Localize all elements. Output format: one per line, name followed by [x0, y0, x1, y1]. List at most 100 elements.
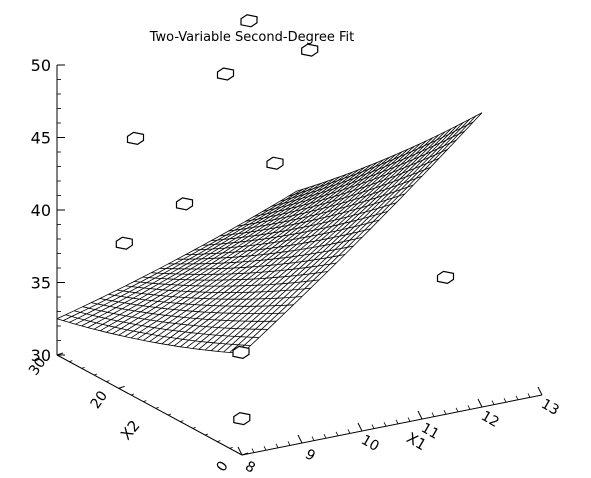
data-point — [115, 236, 133, 250]
mesh-line-x1 — [65, 314, 251, 346]
data-point — [301, 43, 319, 57]
data-point-marker — [126, 131, 145, 146]
mesh-line-x1 — [254, 157, 440, 217]
mesh-line-x1 — [194, 219, 380, 251]
mesh-line-x1 — [142, 271, 328, 281]
surface-mesh — [56, 112, 483, 354]
x1-tick-mark — [477, 398, 483, 408]
z-tick-label: 50 — [31, 56, 51, 75]
mesh-line-x1 — [108, 293, 294, 307]
mesh-line-x1 — [177, 237, 363, 260]
mesh-line-x1 — [159, 254, 345, 270]
data-point — [232, 345, 250, 360]
x1-tick-mark — [297, 434, 303, 444]
mesh-line-x1 — [271, 139, 457, 207]
data-point — [216, 67, 235, 81]
x2-tick-label: 20 — [88, 388, 111, 412]
mesh-line-x1 — [168, 245, 354, 265]
data-point-marker — [175, 197, 194, 211]
x1-minor-tick — [347, 429, 351, 434]
x1-minor-tick — [371, 424, 375, 429]
data-point-marker — [240, 14, 258, 28]
x2-minor-tick — [118, 386, 122, 389]
x2-minor-tick — [130, 393, 135, 396]
x1-axis-line — [241, 394, 543, 456]
data-point-marker — [266, 156, 284, 170]
x1-minor-tick — [395, 419, 399, 424]
mesh-line-x1 — [245, 166, 431, 222]
x1-minor-tick — [431, 412, 435, 417]
x1-minor-tick — [251, 448, 255, 453]
z-tick-label: 35 — [31, 274, 51, 293]
x2-minor-tick — [143, 400, 147, 403]
x1-minor-tick — [335, 431, 339, 436]
x1-minor-tick — [527, 393, 531, 398]
mesh-line-x1 — [91, 302, 277, 322]
x1-tick-label: 11 — [418, 420, 441, 443]
mesh-line-x1 — [74, 310, 260, 338]
mesh-line-x1 — [82, 306, 268, 330]
x1-minor-tick — [455, 407, 459, 412]
x1-tick-label: 10 — [358, 432, 381, 455]
x1-minor-tick — [275, 443, 279, 448]
x1-tick-label: 8 — [242, 458, 258, 476]
x1-minor-tick — [287, 441, 291, 446]
x1-minor-tick — [491, 400, 495, 405]
mesh-line-x1 — [99, 298, 285, 314]
z-tick-label: 40 — [31, 201, 51, 220]
data-point-marker — [216, 67, 235, 81]
mesh-line-x1 — [134, 279, 320, 287]
mesh-line-x1 — [288, 121, 474, 197]
x2-minor-tick — [155, 406, 159, 409]
x1-minor-tick — [323, 434, 327, 439]
x2-minor-tick — [81, 366, 85, 369]
mesh-line-x2 — [130, 164, 372, 339]
data-point — [436, 270, 455, 285]
x2-minor-tick — [229, 446, 233, 449]
mesh-line-x1 — [279, 130, 466, 202]
x1-minor-tick — [263, 446, 267, 451]
data-point — [240, 14, 258, 28]
mesh-line-x1 — [219, 193, 406, 237]
x2-minor-tick — [192, 426, 196, 429]
x1-minor-tick — [467, 405, 471, 410]
x2-minor-tick — [180, 420, 184, 423]
x1-tick-mark — [237, 446, 243, 456]
z-tick-label: 45 — [31, 129, 51, 148]
x2-minor-tick — [217, 440, 221, 443]
x1-minor-tick — [443, 410, 447, 415]
x2-axis-label: X2 — [117, 417, 144, 444]
x1-minor-tick — [311, 436, 315, 441]
chart-title: Two-Variable Second-Degree Fit — [149, 30, 355, 45]
x2-minor-tick — [69, 360, 73, 363]
mesh-line-x1 — [202, 211, 388, 246]
x2-minor-tick — [106, 380, 110, 383]
data-points — [115, 14, 455, 426]
data-point-marker — [436, 270, 455, 285]
x1-tick-mark — [537, 386, 543, 396]
x2-minor-tick — [93, 373, 98, 376]
data-point — [175, 197, 194, 211]
x1-minor-tick — [407, 417, 411, 422]
mesh-line-x1 — [262, 148, 448, 212]
x1-tick-label: 12 — [478, 408, 501, 431]
x1-minor-tick — [383, 422, 387, 427]
data-point — [233, 411, 251, 426]
mesh-line-x1 — [185, 228, 371, 255]
x2-minor-tick — [167, 413, 172, 416]
x1-minor-tick — [515, 395, 519, 400]
x2-tick-label: 0 — [214, 458, 232, 474]
x1-tick-mark — [417, 410, 423, 420]
mesh-line-x1 — [228, 184, 414, 232]
data-point — [266, 156, 284, 170]
data-point-marker — [232, 345, 250, 360]
mesh-line-x1 — [236, 175, 423, 227]
mesh-line-x1 — [296, 112, 483, 192]
mesh-line-x1 — [151, 262, 337, 275]
x2-tick-mark — [56, 352, 64, 356]
data-point-marker — [115, 236, 133, 250]
data-point-marker — [233, 411, 251, 426]
mesh-line-x1 — [211, 202, 397, 241]
